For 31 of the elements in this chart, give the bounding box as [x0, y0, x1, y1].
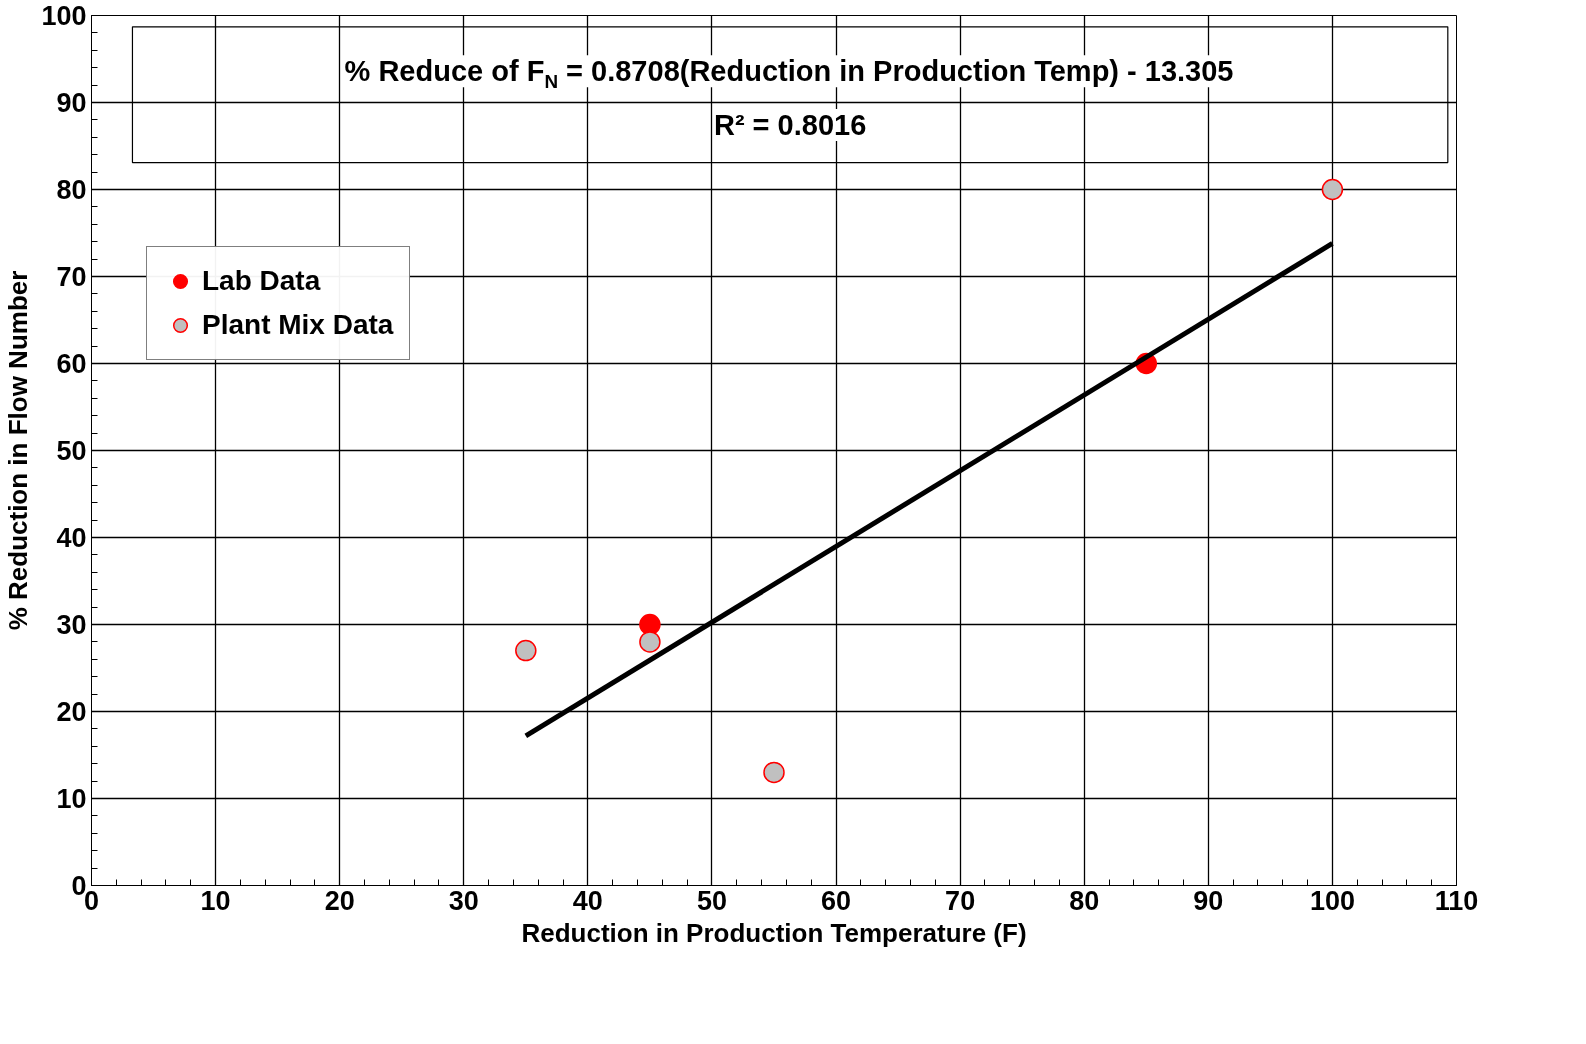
x-tick-label: 20: [324, 885, 355, 916]
x-tick-label: 100: [1309, 885, 1355, 916]
x-tick-label: 40: [572, 885, 603, 916]
legend-label: Lab Data: [202, 264, 321, 298]
y-tick-label: 100: [41, 1, 87, 31]
x-tick-label: 10: [200, 885, 231, 916]
y-tick-label: 90: [56, 88, 87, 118]
y-tick-label: 30: [56, 610, 87, 640]
x-tick-label: 50: [696, 885, 727, 916]
point: [1321, 178, 1344, 201]
y-tick-label: 60: [56, 349, 87, 379]
x-tick-label: 90: [1193, 885, 1224, 916]
x-tick-label: 70: [945, 885, 976, 916]
y-tick-label: 80: [56, 175, 87, 205]
y-tick-label: 50: [56, 436, 87, 466]
y-axis-title: % Reduction in Flow Number: [3, 270, 34, 631]
y-tick-label: 10: [56, 784, 87, 814]
y-tick-label: 20: [56, 697, 87, 727]
legend-label: Plant Mix Data: [202, 308, 394, 342]
x-tick-label: 110: [1434, 885, 1479, 916]
y-tick-label: 40: [56, 523, 87, 553]
x-tick-label: 60: [821, 885, 852, 916]
x-axis-title: Reduction in Production Temperature (F): [521, 917, 1027, 948]
annotation: R² = 0.8016: [713, 109, 867, 142]
point: [639, 631, 661, 653]
point: [763, 761, 785, 784]
y-tick-label: 70: [56, 262, 87, 292]
x-tick-label: 80: [1069, 885, 1100, 916]
x-tick-label: 30: [448, 885, 479, 916]
point: [515, 639, 537, 662]
point: [639, 613, 661, 636]
